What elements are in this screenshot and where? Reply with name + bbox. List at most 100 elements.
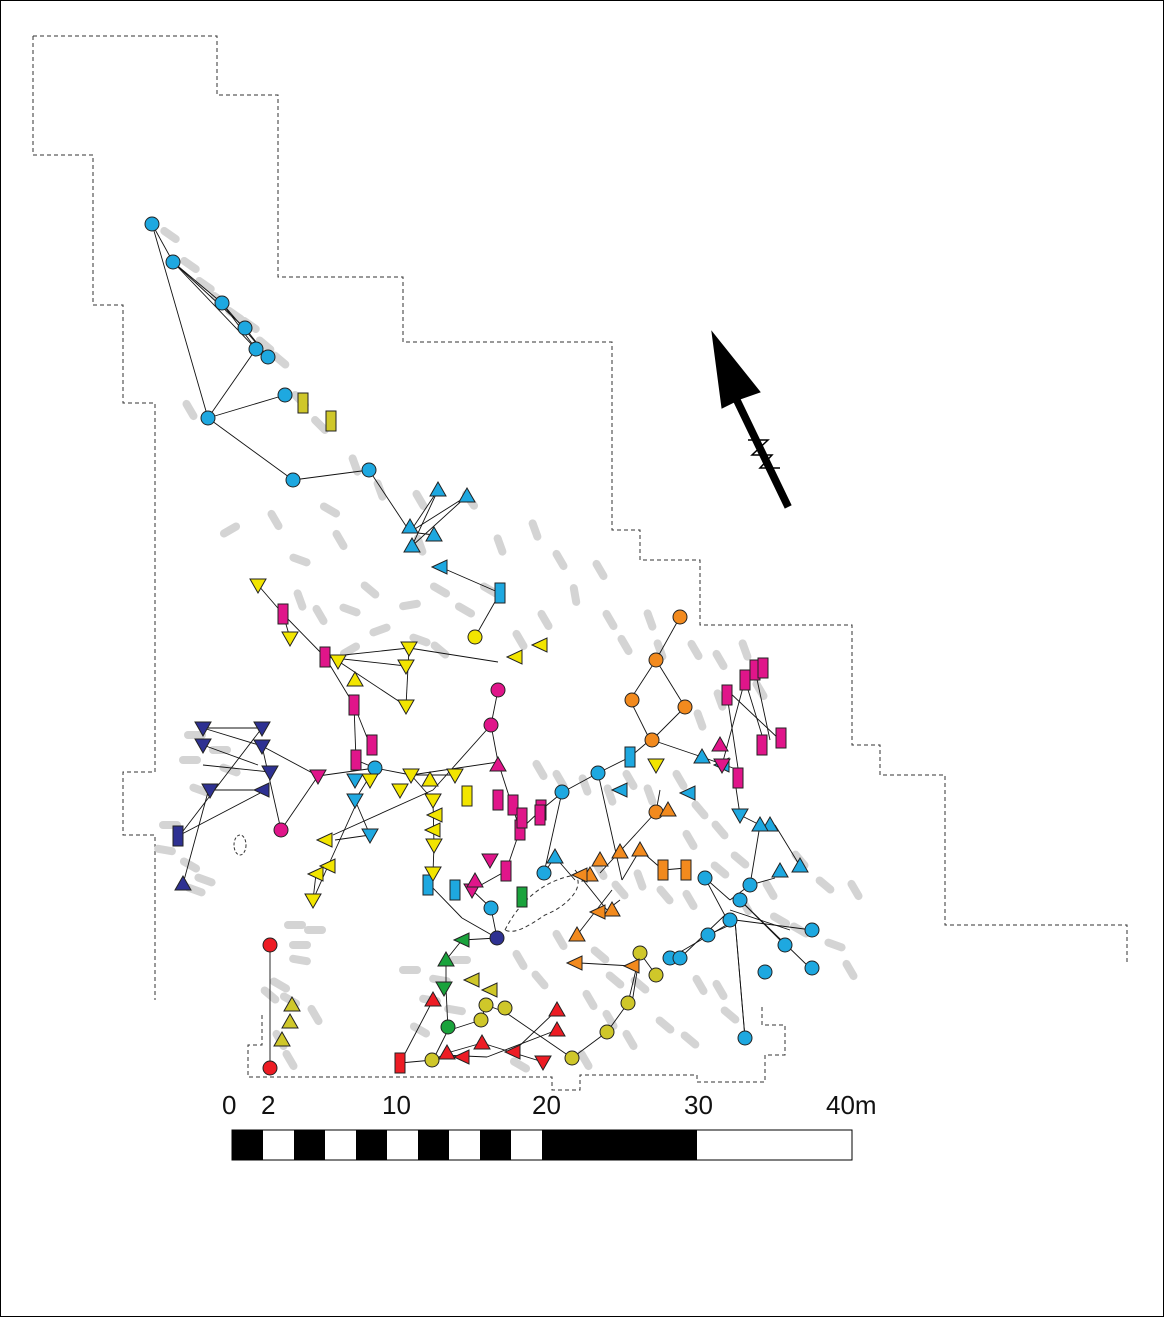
grey-feature xyxy=(180,256,200,274)
refit-line xyxy=(599,811,657,874)
artefact-markers xyxy=(144,216,820,1076)
triangle-left-marker xyxy=(452,932,470,948)
triangle-marker xyxy=(611,842,629,859)
refit-line xyxy=(651,739,703,758)
refit-line xyxy=(405,647,410,707)
circle-marker xyxy=(273,822,289,838)
circle-marker xyxy=(648,652,664,668)
circle-marker xyxy=(467,629,483,645)
rect-marker xyxy=(348,694,360,716)
refit-line xyxy=(408,647,499,663)
triangle-marker xyxy=(711,735,729,752)
grey-feature xyxy=(512,629,528,651)
rect-marker xyxy=(657,859,669,881)
refit-line xyxy=(744,679,766,746)
refit-line xyxy=(202,727,263,747)
rect-marker xyxy=(756,734,768,756)
rect-marker xyxy=(516,886,528,908)
grey-feature xyxy=(512,949,528,971)
triangle-marker xyxy=(631,840,649,857)
triangle-left-marker xyxy=(505,649,523,665)
triangle-marker xyxy=(751,815,769,832)
grey-feature xyxy=(611,880,629,900)
triangle-left-marker xyxy=(622,958,640,974)
grey-feature xyxy=(582,989,598,1011)
scale-label-30: 30 xyxy=(684,1090,713,1120)
triangle-marker xyxy=(429,480,447,497)
triangle-left-marker xyxy=(306,866,324,882)
rect-marker xyxy=(319,646,331,668)
grey-feature xyxy=(622,1029,638,1051)
grey-feature xyxy=(179,857,201,873)
circle-marker xyxy=(677,699,693,715)
rect-marker xyxy=(507,794,519,816)
triangle-down-marker xyxy=(361,828,379,845)
rect-marker xyxy=(492,789,504,811)
refit-line xyxy=(202,764,271,773)
triangle-down-marker xyxy=(534,1055,552,1072)
triangle-down-marker xyxy=(253,739,271,756)
grey-feature xyxy=(815,876,835,894)
grey-feature xyxy=(348,454,362,476)
refit-line xyxy=(726,689,781,741)
grey-feature xyxy=(712,979,728,1001)
grey-feature xyxy=(643,609,657,631)
grey-feature xyxy=(339,603,361,617)
circle-marker xyxy=(483,717,499,733)
rect-marker xyxy=(680,859,692,881)
grey-feature xyxy=(617,634,633,656)
refit-line xyxy=(368,469,411,533)
circle-marker xyxy=(644,732,660,748)
circle-marker xyxy=(262,937,278,953)
boundary-line-west xyxy=(32,36,156,1000)
grey-feature xyxy=(693,709,707,731)
grey-feature xyxy=(730,851,750,869)
rect-marker xyxy=(732,767,744,789)
refit-line xyxy=(409,489,439,533)
circle-marker xyxy=(214,295,230,311)
grey-feature xyxy=(319,502,341,518)
refit-line xyxy=(179,727,263,836)
rect-marker xyxy=(297,392,309,414)
triangle-marker xyxy=(771,861,789,878)
grey-feature xyxy=(602,1009,618,1031)
grey-feature xyxy=(360,581,380,599)
refit-line xyxy=(172,261,246,329)
refit-line xyxy=(261,745,282,831)
grey-feature xyxy=(711,820,729,840)
triangle-marker xyxy=(425,525,443,542)
triangle-marker xyxy=(458,486,476,503)
circle-marker xyxy=(144,216,160,232)
triangle-left-marker xyxy=(678,785,696,801)
circle-marker xyxy=(624,692,640,708)
triangle-marker xyxy=(401,517,419,534)
triangle-down-marker xyxy=(194,738,212,755)
circle-marker xyxy=(590,765,606,781)
grey-feature xyxy=(552,929,568,951)
excavation-boundary xyxy=(32,35,1128,1091)
circle-marker xyxy=(632,945,648,961)
refit-line xyxy=(579,962,633,967)
rect-marker xyxy=(422,874,434,896)
triangle-left-marker xyxy=(423,822,441,838)
scale-bar-segment xyxy=(542,1130,697,1160)
circle-marker xyxy=(599,1024,615,1040)
grey-feature xyxy=(493,534,507,556)
triangle-down-marker xyxy=(424,793,442,810)
grey-feature xyxy=(195,276,215,294)
triangle-marker xyxy=(421,770,439,787)
grey-feature xyxy=(602,609,618,631)
refit-line xyxy=(749,824,761,886)
grey-feature xyxy=(182,399,198,421)
hearth-outline xyxy=(504,874,579,932)
refit-line xyxy=(327,799,359,867)
refit-line xyxy=(280,775,319,831)
circle-marker xyxy=(489,930,505,946)
grey-feature xyxy=(399,966,421,974)
triangle-marker xyxy=(174,874,192,891)
grey-feature xyxy=(720,1006,740,1024)
triangle-marker xyxy=(548,1000,566,1017)
triangle-down-marker xyxy=(402,768,420,785)
triangle-left-marker xyxy=(503,1044,521,1060)
